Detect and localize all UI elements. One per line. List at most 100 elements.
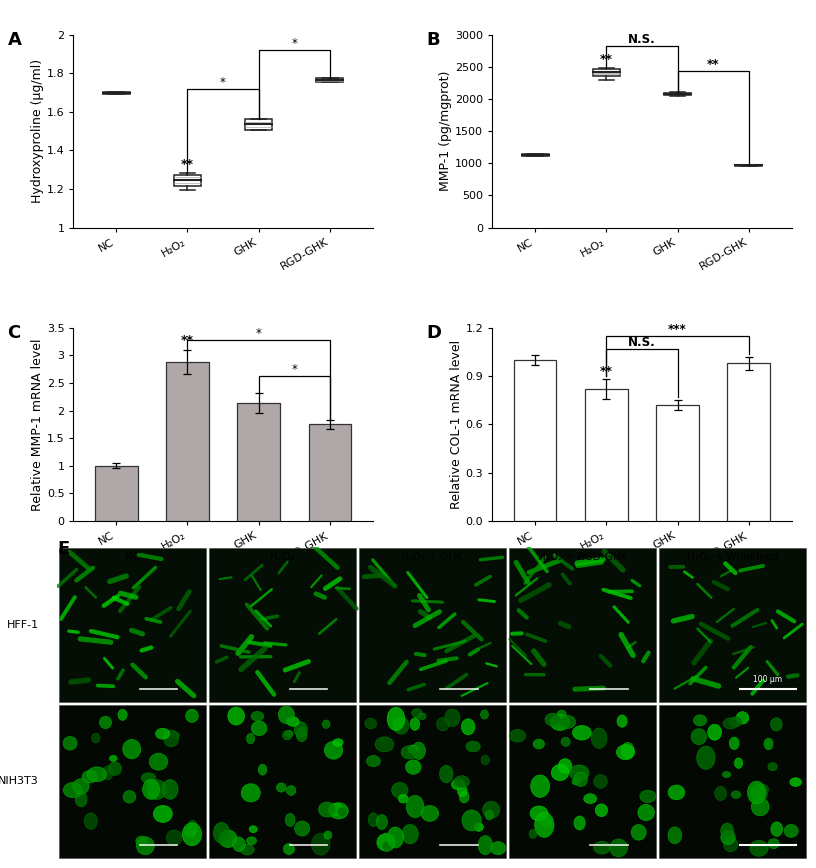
Ellipse shape <box>318 802 335 817</box>
Text: A: A <box>7 31 21 49</box>
Ellipse shape <box>295 821 310 836</box>
Ellipse shape <box>147 779 166 799</box>
Text: *: * <box>291 364 297 377</box>
Ellipse shape <box>338 807 347 816</box>
Ellipse shape <box>148 787 162 799</box>
Text: E: E <box>57 540 69 558</box>
Ellipse shape <box>640 790 656 803</box>
Ellipse shape <box>398 794 408 803</box>
Bar <box>209 705 356 858</box>
Ellipse shape <box>764 738 773 750</box>
Text: N.S.: N.S. <box>628 336 656 349</box>
Ellipse shape <box>592 728 607 748</box>
Ellipse shape <box>277 783 286 792</box>
Text: **: ** <box>600 365 613 378</box>
Ellipse shape <box>461 719 475 735</box>
Ellipse shape <box>109 762 122 775</box>
Ellipse shape <box>542 818 552 827</box>
Text: **: ** <box>707 58 720 71</box>
Text: N.S.: N.S. <box>628 33 656 46</box>
Text: *: * <box>220 76 226 89</box>
Ellipse shape <box>122 740 141 759</box>
Ellipse shape <box>482 801 499 819</box>
Ellipse shape <box>84 812 97 829</box>
Bar <box>308 424 351 521</box>
Text: **: ** <box>600 53 613 66</box>
Ellipse shape <box>550 714 570 731</box>
Ellipse shape <box>530 806 548 821</box>
Bar <box>509 549 656 701</box>
Ellipse shape <box>322 720 330 728</box>
Ellipse shape <box>572 779 580 785</box>
Bar <box>359 549 506 701</box>
Y-axis label: MMP-1 (pg/mgprot): MMP-1 (pg/mgprot) <box>439 71 452 191</box>
Ellipse shape <box>768 763 777 771</box>
Ellipse shape <box>691 729 707 745</box>
Ellipse shape <box>123 791 135 803</box>
Ellipse shape <box>730 737 739 750</box>
Ellipse shape <box>171 732 180 738</box>
Ellipse shape <box>368 812 379 826</box>
Ellipse shape <box>296 727 307 741</box>
Ellipse shape <box>723 718 738 729</box>
Ellipse shape <box>73 779 89 794</box>
Ellipse shape <box>392 782 408 798</box>
Ellipse shape <box>462 810 481 831</box>
Ellipse shape <box>149 753 168 770</box>
Ellipse shape <box>419 713 426 720</box>
Ellipse shape <box>188 820 197 832</box>
Ellipse shape <box>421 806 439 821</box>
Ellipse shape <box>294 722 308 737</box>
Ellipse shape <box>459 791 469 803</box>
Ellipse shape <box>312 833 330 855</box>
Text: *: * <box>291 37 297 50</box>
Bar <box>95 466 138 521</box>
Ellipse shape <box>109 755 118 761</box>
Bar <box>592 69 620 76</box>
Text: ***: *** <box>668 323 687 336</box>
Bar <box>735 165 762 166</box>
Ellipse shape <box>454 776 469 788</box>
Ellipse shape <box>286 786 295 795</box>
Ellipse shape <box>162 779 178 799</box>
Ellipse shape <box>410 718 419 730</box>
Ellipse shape <box>259 764 267 775</box>
Ellipse shape <box>87 767 107 782</box>
Text: 100 μm: 100 μm <box>753 675 783 684</box>
Bar <box>59 705 206 858</box>
Ellipse shape <box>366 755 380 766</box>
Bar <box>166 362 209 521</box>
Ellipse shape <box>286 717 299 727</box>
Ellipse shape <box>751 784 768 802</box>
Ellipse shape <box>219 830 237 847</box>
Text: **: ** <box>181 158 194 171</box>
Ellipse shape <box>377 833 395 851</box>
Bar <box>656 405 699 521</box>
Bar <box>59 549 206 701</box>
Ellipse shape <box>100 716 112 728</box>
Ellipse shape <box>668 785 685 799</box>
Bar <box>359 705 506 858</box>
Ellipse shape <box>570 765 589 780</box>
Ellipse shape <box>282 731 292 740</box>
Bar <box>245 119 273 130</box>
Bar <box>237 404 280 521</box>
Ellipse shape <box>747 781 765 804</box>
Ellipse shape <box>333 739 344 746</box>
Ellipse shape <box>466 741 481 752</box>
Ellipse shape <box>365 718 376 729</box>
Ellipse shape <box>573 726 592 740</box>
Ellipse shape <box>756 785 769 794</box>
Ellipse shape <box>529 830 537 838</box>
Ellipse shape <box>596 804 608 817</box>
Ellipse shape <box>233 837 246 852</box>
Ellipse shape <box>412 742 425 760</box>
Text: C: C <box>7 324 21 342</box>
Ellipse shape <box>163 730 179 746</box>
Ellipse shape <box>721 831 735 845</box>
Ellipse shape <box>406 795 424 818</box>
Ellipse shape <box>135 836 147 845</box>
Ellipse shape <box>451 779 465 790</box>
Ellipse shape <box>63 736 78 750</box>
Ellipse shape <box>632 825 646 840</box>
